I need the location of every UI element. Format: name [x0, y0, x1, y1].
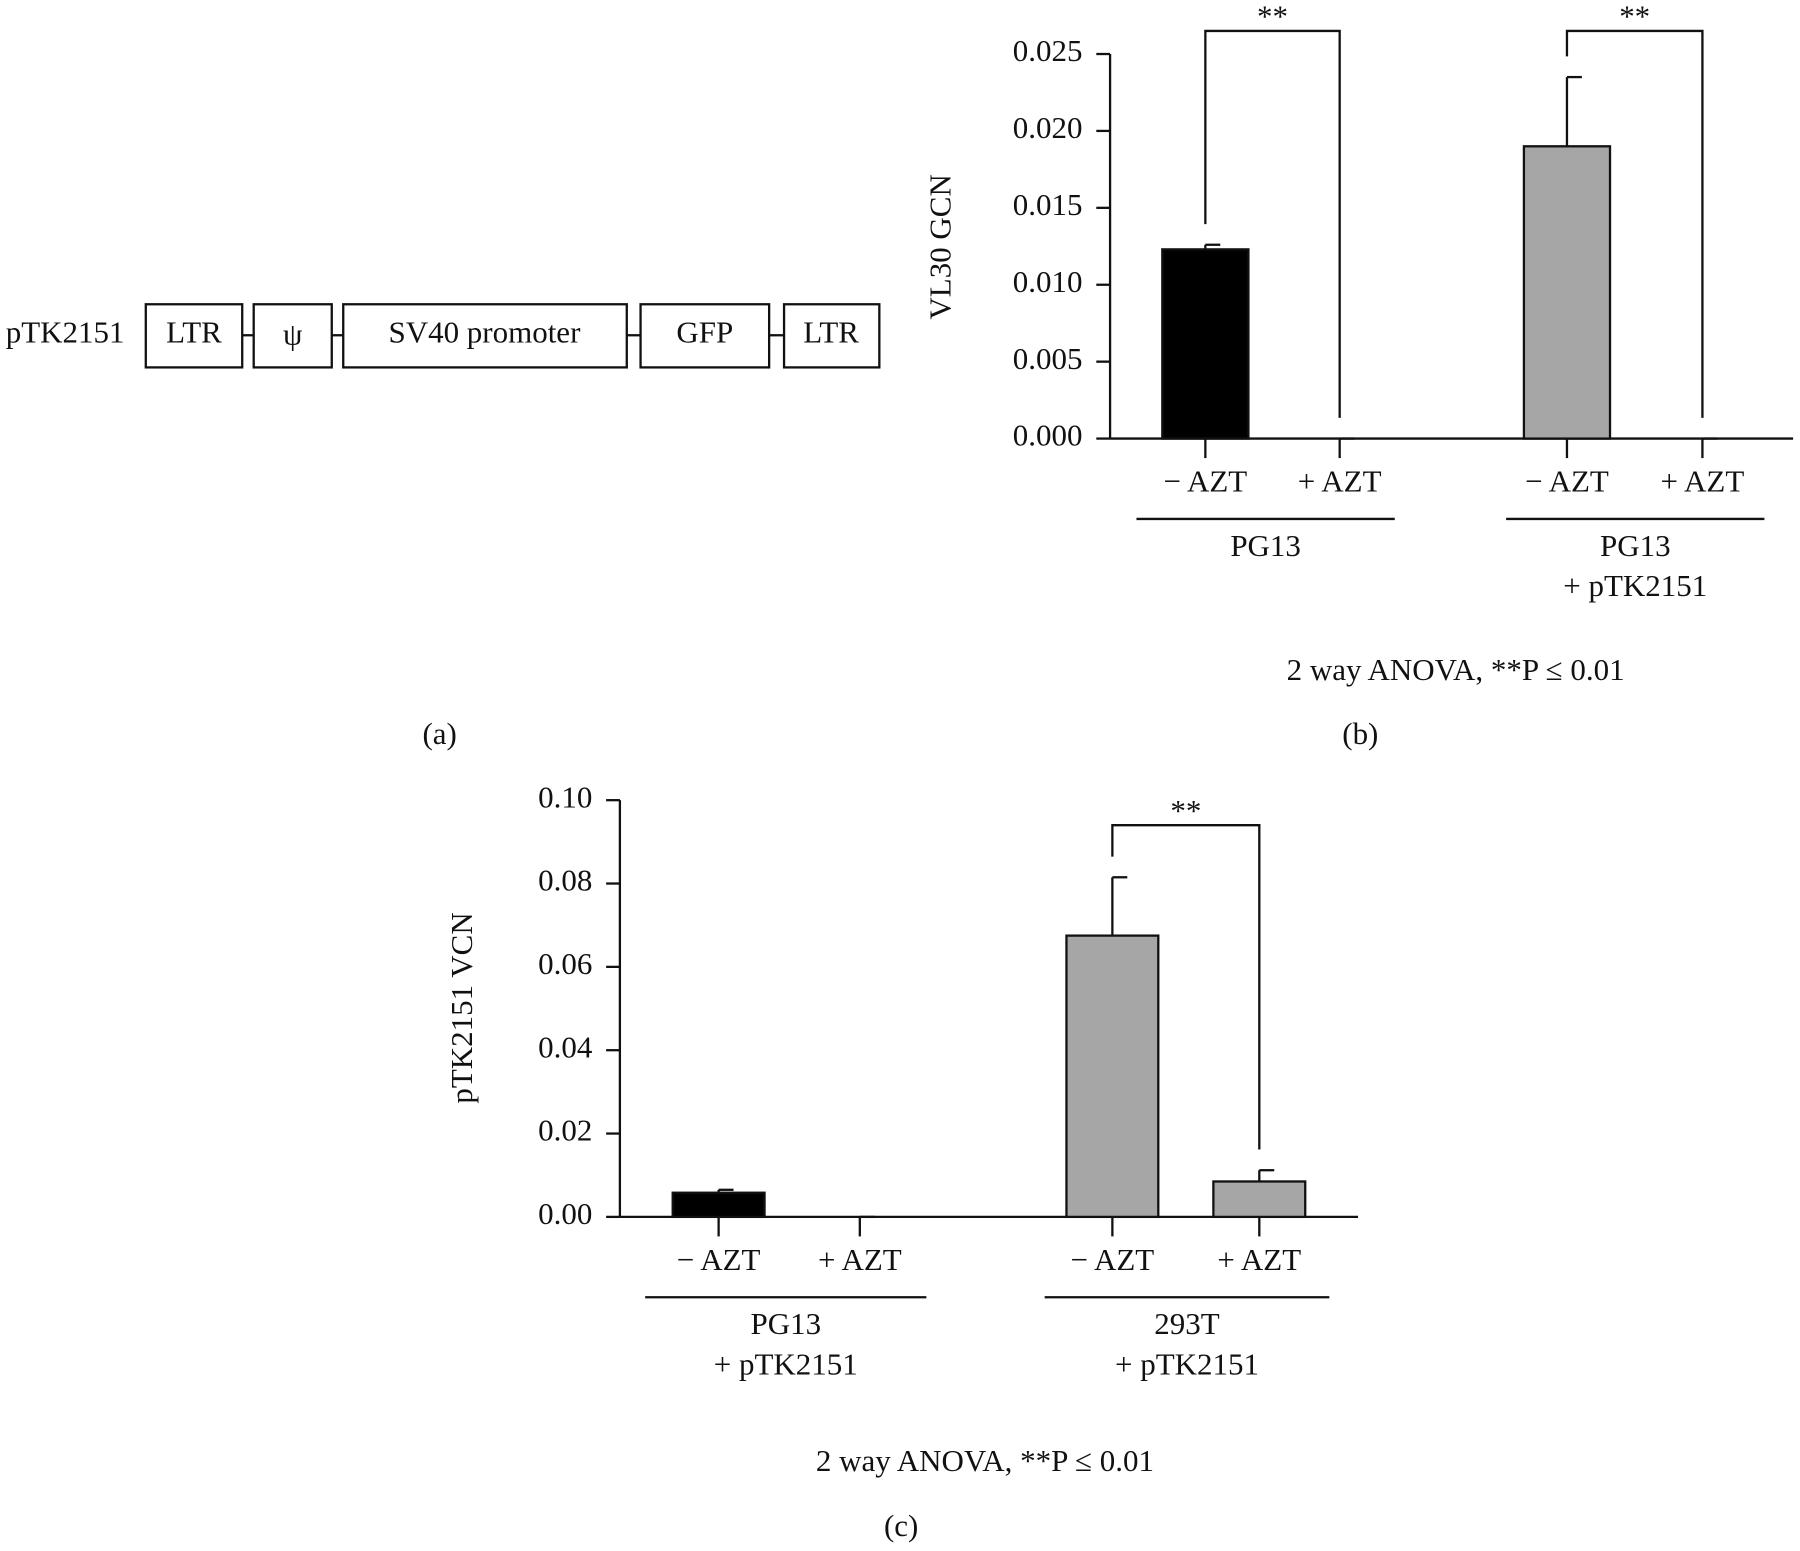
y-tick-label: 0.000: [1013, 418, 1083, 453]
element-label: ψ: [283, 317, 302, 352]
bar: [1522, 145, 1612, 440]
y-tick-label: 0.005: [1013, 341, 1083, 376]
y-axis-label: VL30 GCN: [923, 174, 958, 319]
y-tick-label: 0.015: [1013, 187, 1083, 222]
x-tick-label: − AZT: [1525, 464, 1609, 499]
element-label: LTR: [166, 314, 222, 349]
panel-label: (b): [1342, 716, 1378, 751]
y-tick-label: 0.010: [1013, 264, 1083, 299]
significance-bracket: [1565, 29, 1704, 418]
bar: [1161, 248, 1250, 440]
y-tick-label: 0.020: [1013, 110, 1083, 145]
panel-label: (c): [884, 1508, 918, 1543]
x-tick-label: + AZT: [1217, 1242, 1301, 1277]
y-tick-label: 0.04: [538, 1029, 593, 1064]
significance-bracket: [1204, 29, 1341, 418]
group-label: PG13: [1600, 528, 1671, 563]
element-label: SV40 promoter: [388, 314, 581, 349]
annotation: 2 way ANOVA, **P ≤ 0.01: [816, 1443, 1154, 1478]
x-tick-label: − AZT: [677, 1242, 761, 1277]
group-label: 293T: [1154, 1306, 1219, 1341]
y-axis-label: pTK2151 VCN: [444, 912, 479, 1103]
y-tick-label: 0.08: [538, 863, 592, 898]
y-tick-label: 0.00: [538, 1196, 592, 1231]
y-tick-label: 0.10: [538, 779, 592, 814]
x-tick-label: − AZT: [1163, 464, 1247, 499]
construct-name: pTK2151: [6, 314, 125, 349]
group-label: + pTK2151: [714, 1346, 858, 1381]
significance-label: **: [1170, 793, 1201, 828]
x-tick-label: + AZT: [1661, 464, 1745, 499]
element-label: GFP: [676, 314, 733, 349]
y-tick-label: 0.02: [538, 1113, 592, 1148]
y-tick-label: 0.025: [1013, 33, 1083, 68]
x-tick-label: − AZT: [1070, 1242, 1154, 1277]
x-tick-label: + AZT: [1298, 464, 1382, 499]
group-label: + pTK2151: [1563, 568, 1707, 603]
significance-bracket: [1111, 824, 1261, 1150]
bar: [1065, 934, 1160, 1219]
significance-label: **: [1257, 0, 1288, 34]
x-tick-label: + AZT: [818, 1242, 902, 1277]
panel-label: (a): [422, 716, 456, 751]
significance-label: **: [1619, 0, 1650, 34]
bar: [671, 1191, 766, 1219]
annotation: 2 way ANOVA, **P ≤ 0.01: [1287, 652, 1625, 687]
y-tick-label: 0.06: [538, 946, 592, 981]
group-label: + pTK2151: [1115, 1346, 1259, 1381]
element-label: LTR: [803, 314, 859, 349]
group-label: PG13: [1230, 528, 1301, 563]
bar: [1212, 1180, 1307, 1219]
group-label: PG13: [750, 1306, 821, 1341]
